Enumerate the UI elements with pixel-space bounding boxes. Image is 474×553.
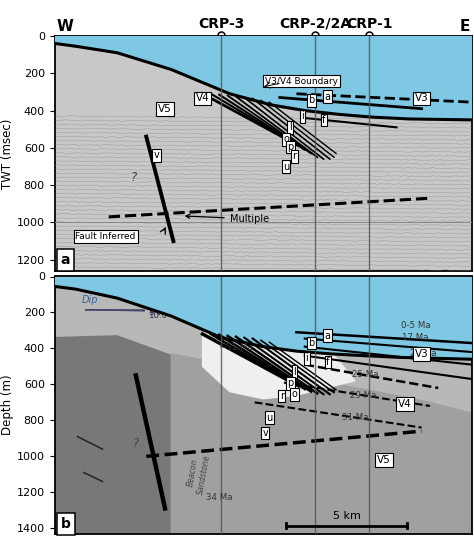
Text: f: f <box>326 357 329 367</box>
Text: 34 Ma: 34 Ma <box>206 493 233 502</box>
Text: 10.0°: 10.0° <box>148 311 172 320</box>
Polygon shape <box>171 354 472 534</box>
Text: r: r <box>292 152 296 161</box>
Text: i: i <box>301 111 304 121</box>
Text: o: o <box>292 389 297 399</box>
Polygon shape <box>55 276 472 359</box>
Text: W: W <box>56 19 73 34</box>
Text: i: i <box>305 353 308 363</box>
Text: CRP-1: CRP-1 <box>346 17 392 31</box>
Text: ~31 Ma: ~31 Ma <box>219 343 253 352</box>
Y-axis label: TWT (msec): TWT (msec) <box>1 118 14 189</box>
Text: V3/V4 Boundary: V3/V4 Boundary <box>265 76 338 86</box>
Text: ?: ? <box>133 437 139 450</box>
Text: V5: V5 <box>158 104 172 114</box>
Text: CRP-3: CRP-3 <box>198 17 245 31</box>
Text: a: a <box>61 253 70 267</box>
Text: Dip: Dip <box>82 295 98 305</box>
Polygon shape <box>55 336 472 534</box>
Text: 0-5 Ma: 0-5 Ma <box>401 321 430 330</box>
Text: 21 Ma: 21 Ma <box>410 349 437 358</box>
Text: CRP-2/2A: CRP-2/2A <box>279 17 351 31</box>
Text: p: p <box>287 378 293 389</box>
Text: b: b <box>61 517 71 531</box>
Text: V5: V5 <box>377 455 391 465</box>
Text: 29 Ma: 29 Ma <box>350 390 376 400</box>
Text: u: u <box>266 413 273 422</box>
Text: a: a <box>325 92 331 102</box>
Text: ?: ? <box>131 171 137 184</box>
Text: o: o <box>283 134 289 144</box>
Y-axis label: Depth (m): Depth (m) <box>1 375 14 435</box>
Text: 5.0°: 5.0° <box>148 308 166 317</box>
Text: l: l <box>293 367 296 377</box>
Text: E: E <box>459 19 470 34</box>
Text: f: f <box>322 115 325 125</box>
Text: l: l <box>289 122 292 132</box>
Text: 2.5°: 2.5° <box>148 306 166 315</box>
Text: b: b <box>308 95 314 105</box>
Polygon shape <box>202 332 355 399</box>
Text: 5 km: 5 km <box>333 511 360 521</box>
Text: V3: V3 <box>415 349 428 359</box>
Text: p: p <box>287 142 293 152</box>
Text: Multiple: Multiple <box>186 214 269 224</box>
Text: a: a <box>325 331 331 341</box>
Polygon shape <box>55 36 472 120</box>
Text: r: r <box>280 391 284 401</box>
Text: 31 Ma: 31 Ma <box>342 413 368 422</box>
Text: 25 Ma: 25 Ma <box>352 370 379 379</box>
Text: v: v <box>262 428 268 438</box>
Text: b: b <box>308 338 314 348</box>
Text: V4: V4 <box>398 399 412 409</box>
Text: V3: V3 <box>415 93 428 103</box>
Text: v: v <box>154 150 160 160</box>
Text: 17 Ma: 17 Ma <box>402 333 428 342</box>
Text: V4: V4 <box>196 93 210 103</box>
Text: u: u <box>283 161 289 171</box>
Text: Fault Inferred: Fault Inferred <box>75 232 136 241</box>
Text: Beacon
Sandstone: Beacon Sandstone <box>185 452 211 495</box>
